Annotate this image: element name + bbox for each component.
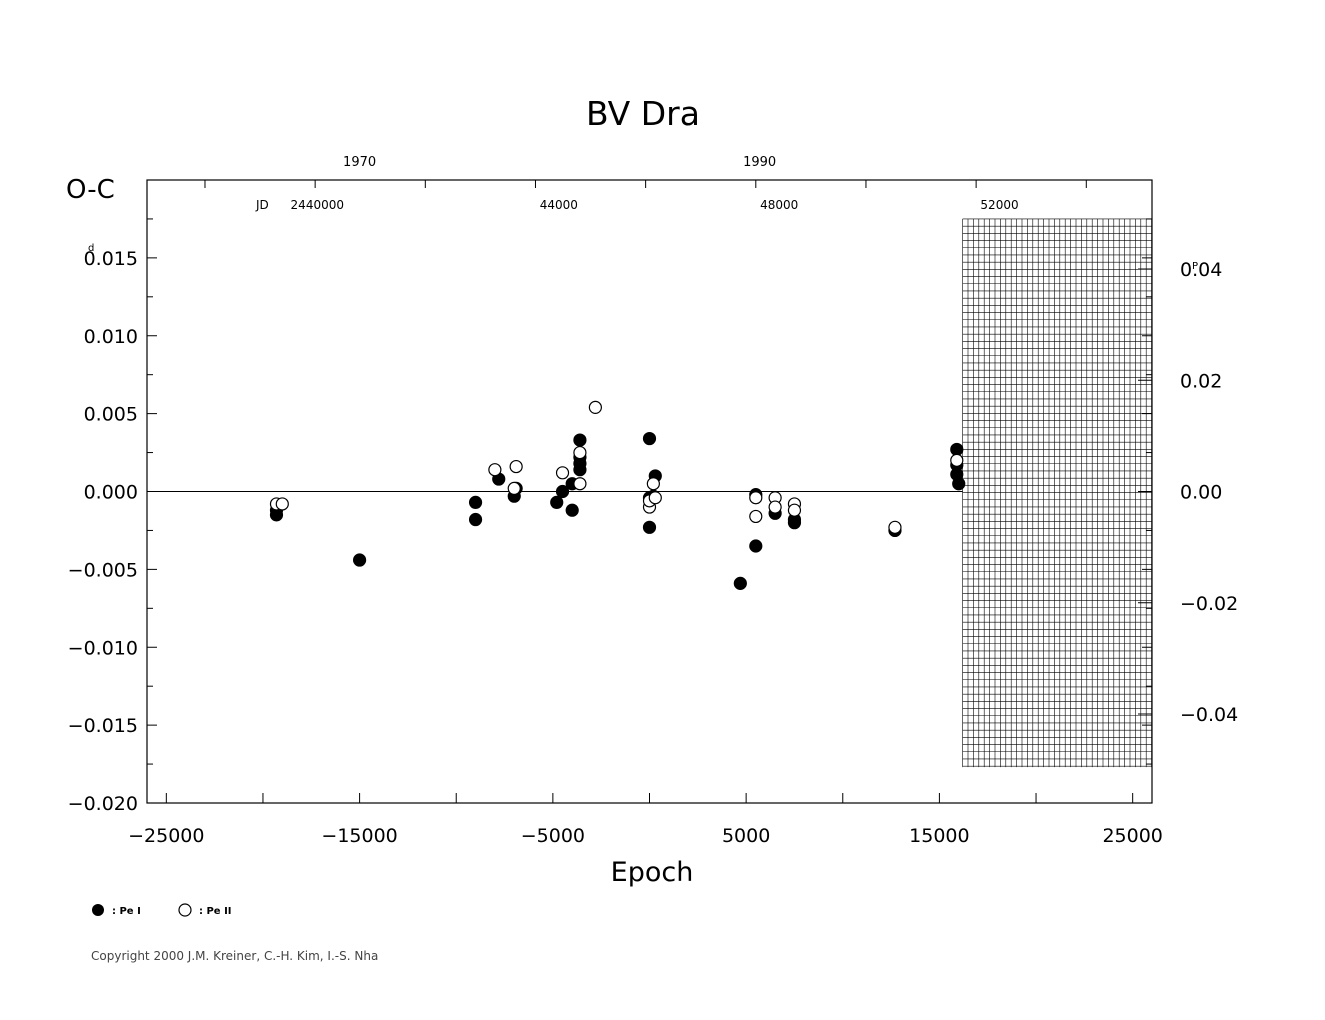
data-point-pe1: [555, 484, 570, 499]
data-point-pe1: [950, 442, 964, 457]
y-axis-label: O-C: [66, 175, 115, 205]
data-point-pe1: [550, 495, 564, 510]
data-point-pe1: [573, 433, 587, 447]
x-axis-label: Epoch: [611, 857, 694, 888]
legend-label-pe1: : Pe I: [112, 906, 141, 917]
hatched-region: [962, 218, 1152, 768]
x-tick-label: 5000: [722, 825, 770, 847]
y-tick-label: 0.005: [84, 404, 138, 426]
data-point-pe2: [646, 477, 660, 491]
y-axis-unit: d: [88, 243, 94, 254]
data-point-pe2: [573, 477, 587, 491]
jd-tick-label: 44000: [540, 198, 578, 212]
jd-tick-label: 48000: [760, 198, 798, 212]
y-tick-label: 0.015: [84, 248, 138, 270]
chart-title: BV Dra: [586, 94, 700, 133]
jd-prefix-label: JD: [255, 198, 269, 212]
data-point-pe2: [749, 509, 763, 524]
legend-label-pe2: : Pe II: [199, 906, 232, 917]
right-tick-label: 0.04: [1180, 259, 1222, 281]
data-point-pe1: [565, 503, 579, 517]
x-tick-label: 15000: [909, 825, 969, 847]
data-point-pe2: [507, 481, 521, 495]
data-point-pe1: [468, 512, 483, 527]
x-tick-label: −5000: [521, 825, 585, 847]
data-point-pe2: [648, 491, 662, 505]
y-tick-label: −0.015: [68, 715, 138, 737]
x-tick-label: 25000: [1102, 825, 1162, 847]
data-point-pe2: [888, 520, 902, 534]
data-point-pe2: [275, 497, 289, 511]
data-point-pe2: [555, 466, 570, 480]
data-point-pe1: [573, 463, 587, 477]
legend-marker-pe1: [92, 904, 104, 916]
jd-tick-label: 52000: [980, 198, 1018, 212]
right-tick-label: 0.02: [1180, 370, 1222, 392]
legend: : Pe I : Pe II: [92, 903, 232, 917]
data-point-pe2: [588, 400, 602, 414]
data-point-pe2: [509, 459, 523, 474]
data-point-pe2: [787, 503, 802, 517]
y-tick-label: −0.010: [68, 637, 138, 659]
x-tick-label: −25000: [128, 825, 204, 847]
y-tick-label: 0.000: [84, 482, 138, 504]
y-tick-label: −0.020: [68, 793, 138, 815]
data-point-pe2: [573, 445, 587, 460]
right-tick-label: −0.02: [1180, 593, 1238, 615]
jd-tick-label: 2440000: [291, 198, 344, 212]
right-tick-label: 0.00: [1180, 482, 1222, 504]
right-tick-label: −0.04: [1180, 704, 1238, 726]
copyright-note: Copyright 2000 J.M. Kreiner, C.-H. Kim, …: [91, 949, 379, 963]
year-tick-label: 1990: [743, 155, 776, 170]
legend-marker-pe2: [178, 903, 192, 917]
data-point-pe2: [749, 491, 763, 505]
data-point-pe2: [488, 463, 502, 477]
y-tick-label: −0.005: [68, 559, 138, 581]
x-tick-label: −15000: [321, 825, 397, 847]
data-point-pe1: [352, 553, 367, 567]
data-point-pe1: [952, 477, 966, 491]
data-point-pe1: [749, 539, 763, 553]
data-point-pe1: [269, 508, 284, 522]
data-point-pe1: [787, 516, 802, 530]
data-point-pe1: [468, 495, 483, 510]
data-point-pe1: [642, 431, 657, 446]
data-point-pe2: [768, 500, 782, 514]
data-point-pe1: [733, 576, 747, 590]
data-point-pe1: [642, 520, 657, 534]
y-tick-label: 0.010: [84, 326, 138, 348]
data-point-pe2: [950, 453, 964, 467]
right-axis-unit: P: [1192, 261, 1198, 272]
year-tick-label: 1970: [343, 155, 376, 170]
